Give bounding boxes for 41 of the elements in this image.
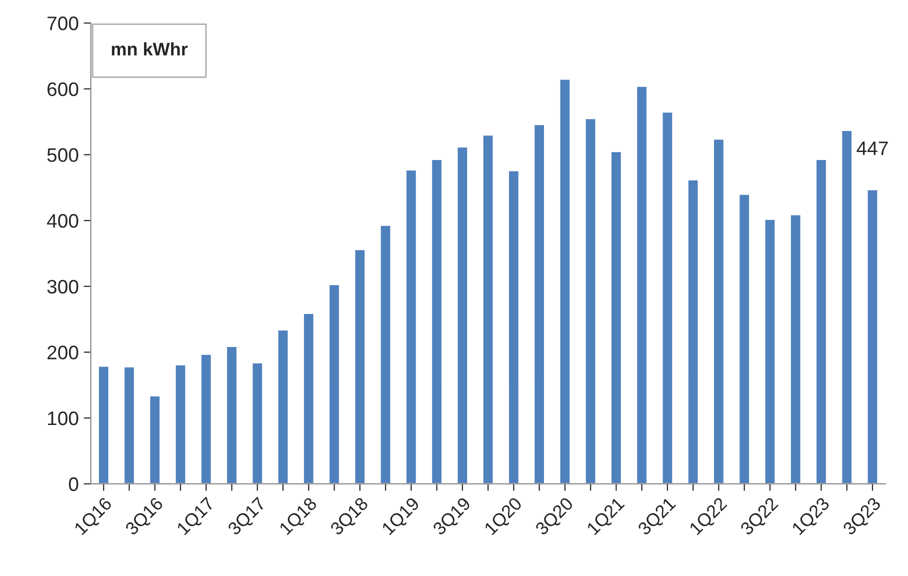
bar: [200, 353, 212, 484]
bar: [456, 146, 468, 484]
annotation: mn kWhr: [112, 42, 188, 56]
bar: [610, 150, 622, 484]
bar: [148, 394, 161, 484]
bar: [508, 170, 520, 484]
bar: [98, 365, 110, 484]
data-label: 447: [856, 142, 888, 155]
bar: [251, 362, 264, 484]
bar: [430, 158, 443, 484]
bar: [687, 179, 700, 484]
bar: [764, 218, 776, 484]
bar: [482, 134, 494, 484]
bar: [661, 111, 674, 484]
bar: [712, 138, 725, 484]
bar: [866, 188, 879, 484]
bar: [174, 364, 187, 484]
y-tick-label: 700: [48, 16, 78, 30]
y-tick-label: 100: [48, 411, 78, 426]
bar: [276, 329, 290, 484]
bar: [405, 169, 418, 484]
bar: [302, 312, 315, 484]
bar: [558, 78, 572, 484]
bar: [738, 194, 750, 484]
y-tick-label: 500: [47, 148, 78, 162]
bar: [226, 346, 238, 484]
bar: [840, 130, 853, 484]
bar: [328, 284, 340, 484]
bar: [584, 118, 597, 484]
bar: [636, 86, 648, 484]
bar: [354, 248, 366, 484]
bar: [815, 158, 828, 484]
y-tick-label: 400: [47, 214, 78, 228]
bar: [790, 214, 802, 484]
y-tick-label: 600: [48, 82, 78, 96]
y-tick-label: 200: [48, 346, 78, 360]
bar: [123, 366, 136, 484]
y-tick-label: 0: [68, 477, 78, 492]
bar: [533, 124, 546, 484]
bar: [379, 224, 392, 484]
y-tick-label: 300: [47, 280, 78, 294]
